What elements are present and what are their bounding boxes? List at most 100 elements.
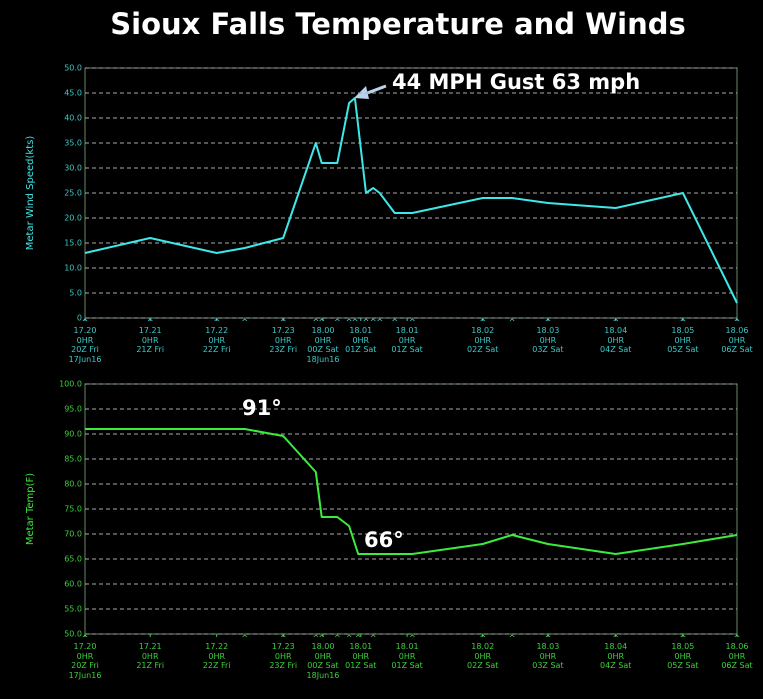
obs-marker: ^ [545, 318, 552, 327]
x-tick-label-box: 18.01 0HR 01Z Sat [345, 326, 377, 354]
obs-marker: ^ [82, 318, 89, 327]
x-tick-label-box: 18.01 0HR 01Z Sat [345, 642, 377, 670]
y-tick-label: 45.0 [64, 89, 82, 98]
obs-marker: ^ [612, 318, 619, 327]
obs-marker: ^ [370, 318, 377, 327]
x-tick-label: 17.20 0HR 20Z Fri 17Jun16 [68, 642, 102, 680]
y-tick-label: 65.0 [64, 555, 82, 564]
y-axis-label: Metar Temp(F) [25, 473, 36, 545]
x-tick-label: 18.04 0HR 04Z Sat [600, 326, 632, 354]
obs-marker: ^ [318, 318, 325, 327]
x-tick-label: 17.20 0HR 20Z Fri 17Jun16 [68, 326, 102, 364]
x-tick-label-box: 18.04 0HR 04Z Sat [600, 326, 632, 354]
series-line [84, 97, 738, 304]
y-tick-label: 25.0 [64, 189, 82, 198]
obs-marker: ^ [355, 634, 362, 643]
y-tick-label: 40.0 [64, 114, 82, 123]
x-tick-label: 18.02 0HR 02Z Sat [467, 326, 499, 354]
x-tick-label-box: 18.01 0HR 01Z Sat [391, 326, 422, 354]
obs-marker: ^ [680, 634, 687, 643]
obs-marker: ^ [241, 634, 248, 643]
obs-marker: ^ [346, 318, 353, 327]
obs-marker: ^ [363, 318, 370, 327]
x-tick-label: 18.06 0HR 06Z Sat [721, 326, 753, 354]
y-axis-label: Metar Wind Speed(kts) [25, 136, 36, 251]
obs-marker: ^ [312, 634, 319, 643]
x-tick-label: 18.01 0HR 01Z Sat [345, 642, 377, 670]
y-tick-label: 55.0 [64, 605, 82, 614]
obs-marker: ^ [612, 634, 619, 643]
x-tick-label-box: 17.21 0HR 21Z Fri [136, 642, 165, 670]
series-line [85, 428, 738, 555]
x-tick-label: 18.01 0HR 01Z Sat [345, 326, 377, 354]
y-tick-label: 20.0 [64, 214, 82, 223]
y-tick-label: 70.0 [64, 530, 82, 539]
chart-title: Sioux Falls Temperature and Winds [110, 7, 685, 41]
obs-marker: ^ [334, 634, 341, 643]
y-tick-label: 50.0 [64, 64, 82, 73]
x-tick-label: 17.21 0HR 21Z Fri [136, 642, 165, 670]
x-tick-label: 17.21 0HR 21Z Fri [136, 326, 165, 354]
x-tick-label-box: 18.01 0HR 01Z Sat [391, 642, 423, 670]
x-tick-label: 17.22 0HR 22Z Fri [202, 642, 231, 670]
x-tick-label-box: 18.05 0HR 05Z Sat [667, 326, 699, 354]
obs-marker: ^ [352, 318, 359, 327]
x-tick-label: 17.23 0HR 23Z Fri [269, 642, 298, 670]
y-tick-label: 0 [77, 314, 82, 323]
y-tick-label: 85.0 [64, 455, 82, 464]
x-tick-label: 18.00 0HR 00Z Sat 18Jun16 [306, 642, 340, 680]
x-tick-label-box: 17.23 0HR 23Z Fri [269, 642, 298, 670]
y-tick-label: 5.0 [69, 289, 82, 298]
x-tick-label-box: 18.02 0HR 02Z Sat [467, 326, 499, 354]
x-tick-label-box: 18.06 0HR 06Z Sat [721, 326, 753, 354]
obs-marker: ^ [509, 634, 516, 643]
obs-marker: ^ [479, 634, 486, 643]
y-tick-label: 15.0 [64, 239, 82, 248]
obs-marker: ^ [280, 634, 287, 643]
x-tick-label: 18.01 0HR 01Z Sat [391, 642, 423, 670]
obs-marker: ^ [545, 634, 552, 643]
x-tick-label: 18.02 0HR 02Z Sat [467, 642, 499, 670]
obs-marker: ^ [241, 318, 248, 327]
x-tick-label-box: 18.03 0HR 03Z Sat [532, 642, 563, 670]
obs-marker: ^ [318, 634, 325, 643]
x-tick-label: 18.05 0HR 05Z Sat [667, 326, 699, 354]
x-tick-label-box: 18.02 0HR 02Z Sat [467, 642, 499, 670]
y-tick-label: 10.0 [64, 264, 82, 273]
x-tick-label-box: 17.20 0HR 20Z Fri 17Jun16 [68, 326, 102, 364]
x-tick-label-box: 17.22 0HR 22Z Fri [203, 326, 231, 354]
obs-marker: ^ [346, 634, 353, 643]
y-tick-label: 80.0 [64, 480, 82, 489]
x-tick-label-box: 18.04 0HR 04Z Sat [600, 642, 632, 670]
x-tick-label-box: 18.00 0HR 00Z Sat 18Jun16 [306, 642, 340, 680]
x-tick-label-box: 17.21 0HR 21Z Fri [136, 326, 165, 354]
obs-marker: ^ [280, 318, 287, 327]
y-tick-label: 75.0 [64, 505, 82, 514]
x-tick-label-box: 18.00 0HR 00Z Sat 18Jun16 [306, 326, 340, 364]
y-tick-label: 30.0 [64, 164, 82, 173]
x-tick-label-box: 18.06 0HR 06Z Sat [721, 642, 752, 670]
obs-marker: ^ [391, 318, 398, 327]
obs-marker: ^ [479, 318, 486, 327]
y-tick-label: 50.0 [64, 630, 82, 639]
y-tick-label: 35.0 [64, 139, 82, 148]
obs-marker: ^ [376, 318, 383, 327]
x-tick-label: 18.03 0HR 03Z Sat [532, 326, 564, 354]
obs-marker: ^ [409, 318, 416, 327]
x-tick-label: 18.00 0HR 00Z Sat 18Jun16 [306, 326, 340, 364]
obs-marker: ^ [409, 634, 416, 643]
obs-marker: ^ [147, 318, 154, 327]
y-tick-label: 95.0 [64, 405, 82, 414]
obs-marker: ^ [334, 318, 341, 327]
x-tick-label-box: 18.05 0HR 05Z Sat [667, 642, 698, 670]
y-tick-label: 60.0 [64, 580, 82, 589]
x-tick-label: 17.23 0HR 23Z Fri [269, 326, 298, 354]
obs-marker: ^ [370, 634, 377, 643]
obs-marker: ^ [680, 318, 687, 327]
obs-marker: ^ [312, 318, 319, 327]
y-tick-label: 90.0 [64, 430, 82, 439]
x-tick-label: 18.04 0HR 04Z Sat [600, 642, 632, 670]
x-tick-label-box: 17.22 0HR 22Z Fri [202, 642, 231, 670]
